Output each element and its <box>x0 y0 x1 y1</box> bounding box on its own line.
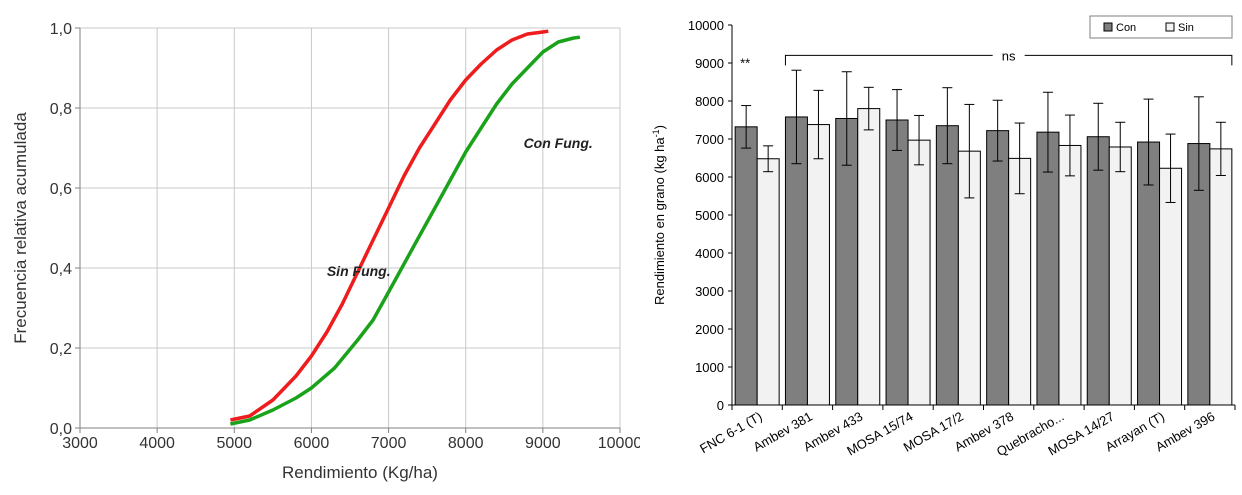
bar-con <box>734 126 758 406</box>
bar-sin <box>1159 167 1183 406</box>
y-tick-label: 0,4 <box>50 261 72 278</box>
series-annotation: Sin Fung. <box>327 263 391 279</box>
bar-sin <box>907 139 931 406</box>
x-tick-label: 9000 <box>525 435 561 452</box>
y-tick-label: 1,0 <box>50 21 72 38</box>
y-axis-title: Rendimiento en grano (kg ha-1) <box>651 125 667 305</box>
series-line-con-fung <box>230 35 581 426</box>
series-line-sin-fung <box>230 29 549 422</box>
bar-sin <box>1108 146 1132 406</box>
x-tick-label: 7000 <box>371 435 407 452</box>
cumulative-frequency-chart: 3000 4000 5000 6000 7000 8000 9000 10000 0,0 0,2 0… <box>11 21 640 482</box>
bar-sin <box>806 124 830 406</box>
bar-con <box>935 125 959 406</box>
significance-label: ns <box>1002 48 1016 63</box>
y-tick-label: 9000 <box>695 56 724 71</box>
y-axis-title-main: Rendimiento en grano (kg ha <box>652 137 667 305</box>
y-tick-label: 0,2 <box>50 341 72 358</box>
y-tick-label: 10000 <box>688 18 724 33</box>
legend-label: Sin <box>1178 22 1194 34</box>
ns-bracket-left <box>784 54 993 66</box>
bar-con <box>986 130 1010 406</box>
y-tick-label: 0,0 <box>50 421 72 438</box>
x-tick-label: 10000 <box>598 435 640 452</box>
x-axis-title: Rendimiento (Kg/ha) <box>282 463 438 482</box>
y-tick-label: 1000 <box>695 360 724 375</box>
legend-swatch-sin <box>1165 22 1175 32</box>
y-tick-label: 0 <box>717 398 724 413</box>
x-tick-label: 4000 <box>139 435 175 452</box>
yield-bar-chart: 0 1000 2000 3000 4000 5000 6000 7000 8000 9000 100… <box>640 0 1242 495</box>
bar-con <box>885 119 909 406</box>
y-tick-label: 0,6 <box>50 181 72 198</box>
bar-sin <box>857 108 881 406</box>
x-tick-label: 3000 <box>62 435 98 452</box>
series-annotation: Con Fung. <box>524 135 593 151</box>
y-axis-title-superscript: -1 <box>651 129 661 137</box>
bar-sin <box>1209 148 1233 406</box>
y-tick-label: 3000 <box>695 284 724 299</box>
significance-label: ** <box>740 55 750 70</box>
y-tick-label: 6000 <box>695 170 724 185</box>
y-axis-title-close: ) <box>652 125 667 129</box>
x-tick-label: 6000 <box>294 435 330 452</box>
y-tick-label: 4000 <box>695 246 724 261</box>
legend-swatch-con <box>1103 22 1113 32</box>
y-axis-title: Frecuencia relativa acumulada <box>11 112 30 344</box>
y-tick-label: 2000 <box>695 322 724 337</box>
bar-sin <box>1058 144 1082 406</box>
cumulative-frequency-svg: 3000 4000 5000 6000 7000 8000 9000 10000 0,0 0,2 0… <box>11 21 640 482</box>
bar-sin <box>756 158 780 406</box>
bar-sin <box>1008 157 1032 406</box>
y-tick-label: 0,8 <box>50 101 72 118</box>
y-tick-label: 7000 <box>695 132 724 147</box>
x-tick-label: 5000 <box>216 435 252 452</box>
ns-bracket-right <box>1024 54 1233 66</box>
y-tick-label: 8000 <box>695 94 724 109</box>
yield-bar-svg: 0 1000 2000 3000 4000 5000 6000 7000 8000 9000 100… <box>651 15 1236 459</box>
bar-con <box>1036 131 1060 406</box>
legend-box <box>1089 15 1233 39</box>
x-tick-label: 8000 <box>448 435 484 452</box>
legend-label: Con <box>1116 22 1136 34</box>
bar-con <box>1086 136 1110 406</box>
y-tick-label: 5000 <box>695 208 724 223</box>
